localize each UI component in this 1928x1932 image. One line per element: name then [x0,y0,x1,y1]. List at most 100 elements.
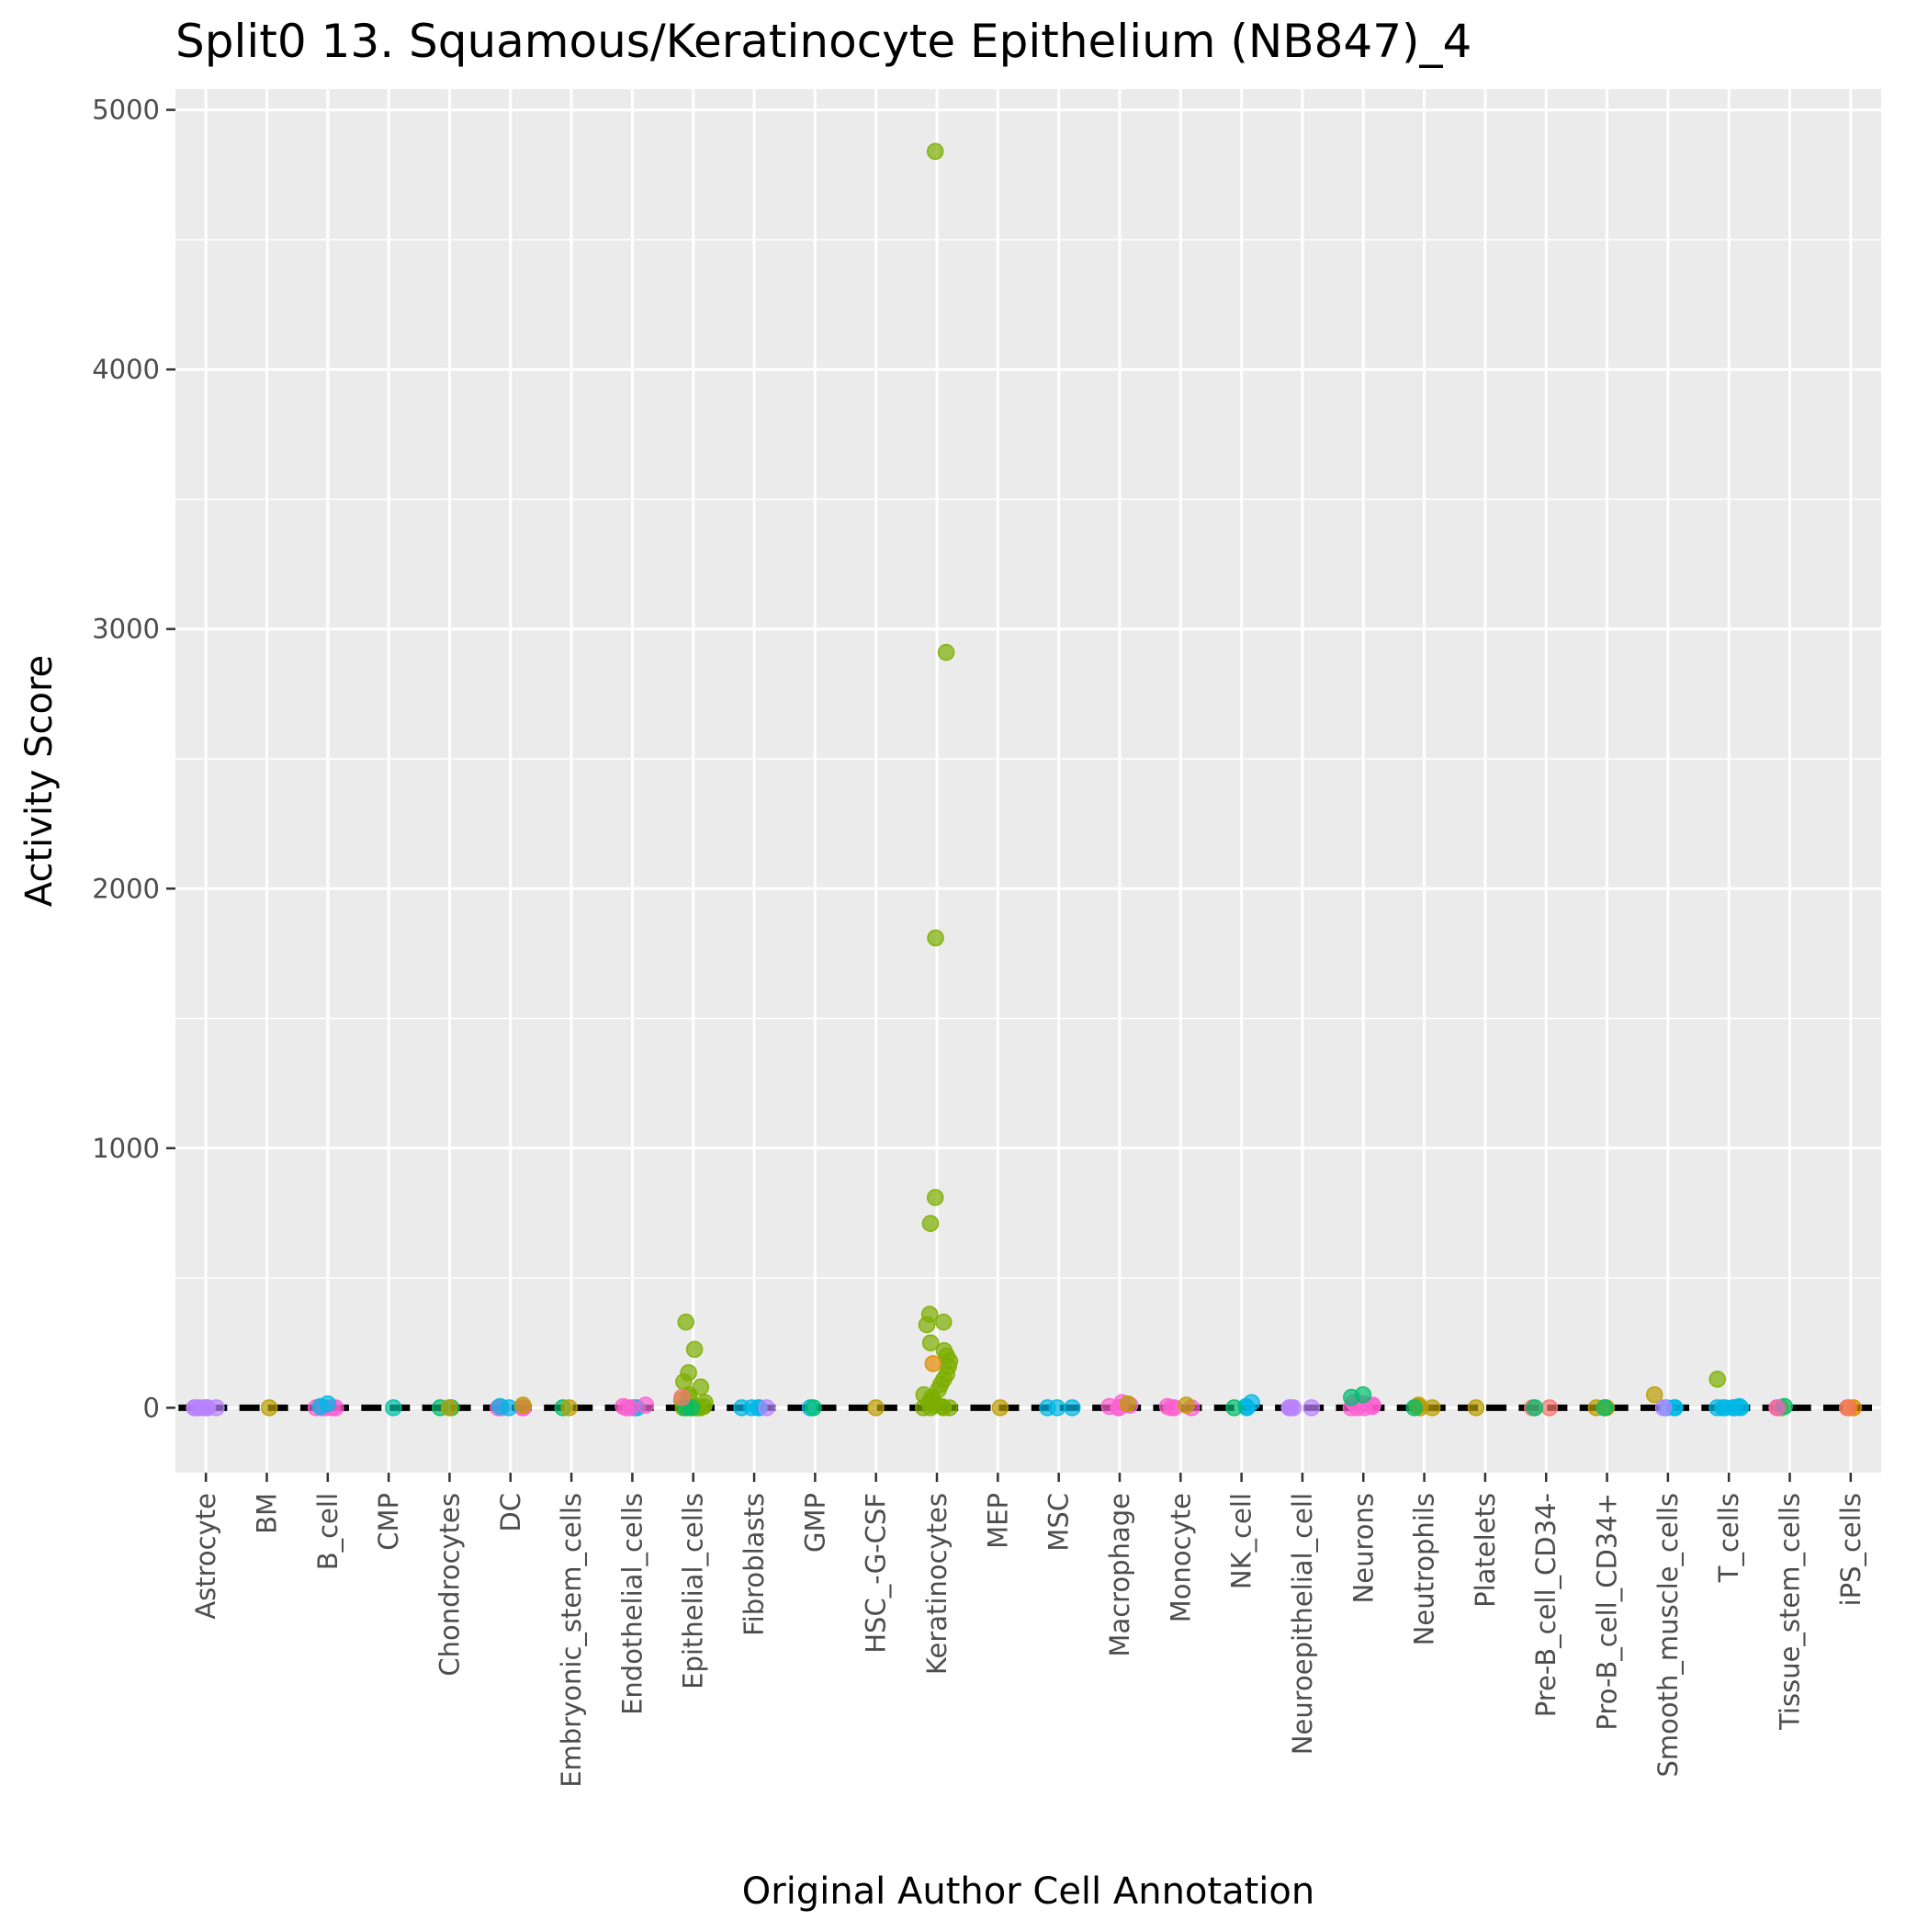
data-point [208,1399,225,1417]
y-tick-label: 5000 [92,95,160,126]
data-point [683,1399,701,1417]
chart-title: Split0 13. Squamous/Keratinocyte Epithel… [175,15,1471,68]
data-point [1526,1399,1544,1417]
data-point [1424,1399,1441,1417]
x-axis-title: Original Author Cell Annotation [742,1870,1314,1913]
x-tick-label: Fibroblasts [739,1493,770,1636]
x-tick-label: Endothelial_cells [616,1493,648,1715]
data-point [560,1399,578,1417]
x-tick-label: DC [495,1493,526,1532]
data-point [918,1316,936,1334]
data-point [921,1334,940,1351]
x-axis: Astrocyte BM B_cell CMP Chondrocytes DC Embryo… [190,1473,1866,1788]
data-point [935,1313,953,1331]
data-point [1302,1399,1321,1417]
data-point [805,1399,822,1417]
y-axis-title: Activity Score [18,655,61,907]
data-point [311,1397,330,1416]
y-tick-label: 2000 [92,873,160,904]
data-point [1654,1399,1673,1417]
data-point [1731,1397,1748,1416]
x-tick-label: B_cell [312,1493,344,1570]
x-tick-label: MEP [982,1493,1013,1549]
data-point [924,1355,942,1373]
data-point [991,1399,1009,1417]
x-tick-label: CMP [373,1493,404,1551]
data-point [514,1396,532,1414]
x-tick-label: Keratinocytes [921,1493,953,1675]
data-point [1225,1399,1243,1417]
data-point [1708,1399,1726,1417]
plot-panel [175,89,1881,1473]
data-point [1405,1399,1423,1417]
data-point [921,1215,940,1233]
x-tick-label: Astrocyte [190,1493,221,1620]
data-point [1768,1399,1786,1417]
data-point [186,1399,203,1417]
x-tick-label: Platelets [1470,1493,1501,1608]
data-point [1708,1371,1726,1388]
data-point [1162,1399,1180,1417]
data-point [1838,1399,1856,1417]
data-point [637,1396,655,1414]
x-tick-label: HSC_-G-CSF [861,1493,892,1654]
data-point [692,1378,710,1396]
data-point [1243,1394,1260,1411]
x-tick-label: Neutrophils [1409,1493,1440,1645]
data-point [758,1399,775,1417]
data-point [1540,1399,1559,1417]
x-tick-label: MSC [1043,1493,1075,1552]
y-axis: 0 1000 2000 3000 4000 5000 [92,95,175,1423]
data-point [1039,1399,1056,1417]
x-tick-label: NK_cell [1226,1493,1257,1589]
data-point [260,1399,278,1417]
minor-gridlines [175,239,1881,1279]
data-points [186,142,1863,1417]
major-gridlines [175,89,1881,1473]
data-point [1467,1399,1485,1417]
data-point [1280,1399,1298,1417]
x-tick-label: Chondrocytes [434,1493,465,1677]
x-tick-label: Pro-B_cell_CD34+ [1592,1493,1623,1731]
data-point [1100,1397,1119,1416]
data-point [941,1399,958,1417]
y-tick-label: 0 [143,1392,160,1423]
data-point [1343,1388,1360,1407]
data-point [1178,1396,1195,1414]
x-tick-label: Neuroepithelial_cell [1287,1493,1318,1755]
data-point [1645,1385,1663,1404]
x-tick-label: Neurons [1347,1493,1379,1603]
data-point [937,643,955,661]
x-tick-label: GMP [799,1493,830,1553]
data-point [1119,1395,1136,1413]
y-tick-label: 1000 [92,1133,160,1164]
data-point [385,1399,402,1417]
x-tick-label: Smooth_muscle_cells [1652,1493,1684,1777]
data-point [685,1340,704,1359]
x-tick-label: Epithelial_cells [678,1493,709,1689]
data-point [867,1399,885,1417]
data-point [440,1399,458,1417]
data-point [926,1189,944,1206]
data-point [926,142,944,161]
y-tick-label: 3000 [92,614,160,645]
y-tick-label: 4000 [92,354,160,385]
x-tick-label: Pre-B_cell_CD34- [1530,1493,1562,1717]
data-point [927,929,944,947]
data-point [915,1399,932,1417]
x-tick-label: Macrophage [1104,1493,1135,1657]
x-tick-label: Tissue_stem_cells [1775,1493,1806,1731]
data-point [1595,1399,1614,1417]
data-point [622,1399,640,1417]
x-tick-label: BM [251,1493,282,1534]
x-tick-label: Monocyte [1165,1493,1196,1622]
x-tick-label: Embryonic_stem_cells [556,1493,587,1788]
x-tick-label: T_cells [1713,1493,1744,1583]
data-point [1064,1399,1081,1417]
data-point [673,1388,691,1407]
x-tick-label: iPS_cells [1835,1493,1866,1606]
data-point [677,1313,695,1331]
data-point [500,1399,518,1417]
